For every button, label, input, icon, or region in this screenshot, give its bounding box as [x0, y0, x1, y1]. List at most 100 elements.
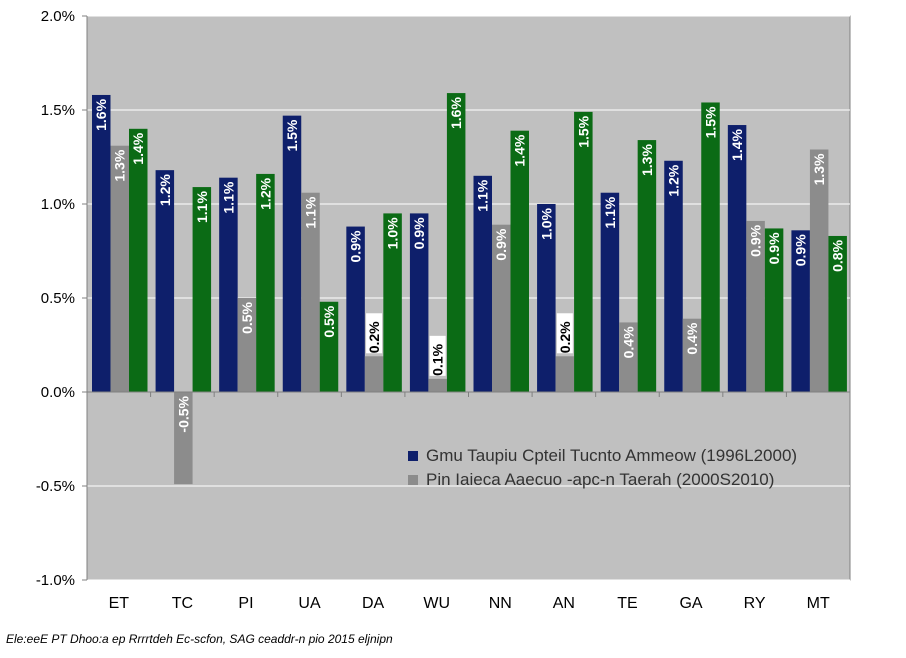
x-tick-label: RY	[744, 595, 766, 612]
bar-series-2	[364, 356, 384, 392]
data-label: 1.2%	[666, 164, 682, 196]
gridlines	[87, 15, 850, 581]
data-label: 0.9%	[348, 230, 364, 262]
legend-label-series-2: Pin Iaieca Aaecuo -apc-n Taerah (2000S20…	[426, 470, 775, 489]
bar-series-2	[492, 224, 511, 392]
bar-series-2	[237, 298, 257, 392]
data-label-group: 0.9%	[348, 230, 364, 262]
data-label-group: 1.4%	[729, 128, 745, 160]
bar-series-2	[809, 149, 829, 392]
data-label: 0.2%	[366, 321, 382, 353]
x-tick-label: TC	[172, 595, 193, 612]
bar-series-1	[219, 177, 238, 392]
y-tick-label: -1.0%	[36, 572, 75, 589]
bar-series-3	[129, 128, 148, 393]
data-label: 1.1%	[303, 196, 319, 228]
data-label: 1.0%	[538, 207, 554, 239]
bar-series-1	[282, 115, 302, 392]
data-label-group: 0.9%	[748, 224, 764, 256]
y-tick-label: 2.0%	[41, 8, 75, 25]
data-label: 0.4%	[620, 326, 636, 358]
data-label: 1.3%	[112, 149, 128, 181]
bar-series-3	[828, 235, 847, 392]
data-label-group: 0.8%	[830, 239, 846, 271]
data-label-group: 1.2%	[157, 174, 173, 206]
data-label-group: 1.5%	[703, 106, 719, 138]
data-label-group: 1.0%	[538, 207, 554, 239]
data-label-group: 1.5%	[575, 115, 591, 147]
data-label-group: 1.3%	[811, 153, 827, 185]
data-label-group: 1.3%	[112, 149, 128, 181]
bar-series-1	[473, 175, 492, 392]
bar-series-3	[574, 111, 593, 392]
bar-series-2	[746, 220, 765, 392]
bar-series-1	[155, 170, 175, 392]
data-label-group: 0.5%	[239, 301, 255, 333]
data-label: 0.1%	[430, 343, 446, 375]
bar-series-2	[619, 322, 638, 392]
data-label: -0.5%	[175, 395, 191, 432]
data-label-group: 1.4%	[130, 132, 146, 164]
bar-series-1	[791, 230, 810, 392]
data-label-group: 1.1%	[602, 196, 618, 228]
bar-series-3	[764, 228, 784, 392]
data-label: 1.3%	[811, 153, 827, 185]
legend-swatch-series-1	[408, 451, 418, 461]
data-label-group: 1.1%	[303, 196, 319, 228]
data-label: 0.2%	[557, 321, 573, 353]
data-label-group: 1.5%	[284, 119, 300, 151]
bars	[92, 93, 847, 485]
legend-swatch-series-2	[408, 475, 418, 485]
data-label-group: 1.3%	[639, 144, 655, 176]
data-label: 1.6%	[93, 98, 109, 130]
bar-series-3	[319, 301, 339, 392]
bar-series-3	[383, 213, 402, 392]
bar-series-2	[174, 392, 193, 485]
data-label: 0.9%	[766, 232, 782, 264]
data-label: 1.5%	[703, 106, 719, 138]
data-label-group: 0.9%	[766, 232, 782, 264]
data-label-group: 1.4%	[512, 134, 528, 166]
bar-series-1	[409, 213, 429, 392]
data-label-group: 0.1%	[429, 335, 446, 376]
data-label-background	[366, 313, 383, 354]
bar-series-3	[256, 173, 275, 392]
y-tick-label: 0.0%	[41, 384, 75, 401]
legend-item-series-1: Gmu Taupiu Cpteil Tucnto Ammeow (1996L20…	[408, 444, 828, 468]
bar-series-2	[428, 378, 447, 392]
data-label: 1.0%	[385, 217, 401, 249]
bar-series-3	[446, 93, 466, 392]
data-label: 1.6%	[448, 97, 464, 129]
y-tick-label: -0.5%	[36, 478, 75, 495]
bar-series-1	[664, 160, 683, 392]
data-label-group: 0.9%	[411, 217, 427, 249]
bar-series-1	[537, 204, 556, 392]
bar-series-3	[510, 130, 529, 392]
x-tick-label: NN	[489, 595, 512, 612]
data-label: 1.2%	[157, 174, 173, 206]
y-tick-label: 1.0%	[41, 196, 75, 213]
data-label-group: 1.6%	[448, 97, 464, 129]
data-label: 1.5%	[575, 115, 591, 147]
bar-series-2	[682, 318, 702, 392]
bar-series-1	[346, 226, 365, 392]
data-labels: 1.6%1.3%1.4%1.2%-0.5%1.1% 1.1%0.5%1.2%1.5…	[93, 97, 845, 433]
data-label-group: 0.9%	[793, 234, 809, 266]
data-label-group: 0.9%	[493, 228, 509, 260]
data-label: 1.5%	[284, 119, 300, 151]
source-note: Ele:eeE PT Dhoo:a ep Rrrrtdeh Ec-scfon, …	[6, 632, 393, 646]
data-label: 1.4%	[512, 134, 528, 166]
y-tick-label: 1.5%	[41, 102, 75, 119]
bar-series-2	[110, 145, 129, 392]
data-label: 0.9%	[411, 217, 427, 249]
x-axis: ET TC PI UA DA WU NN AN TE GA RY MT	[86, 392, 830, 612]
x-tick-label: TE	[617, 595, 637, 612]
data-label-group: 1.2%	[666, 164, 682, 196]
data-label: 1.1%	[220, 181, 236, 213]
data-label-group: 1.0%	[385, 217, 401, 249]
legend-item-series-2: Pin Iaieca Aaecuo -apc-n Taerah (2000S20…	[408, 468, 828, 492]
bar-series-3	[637, 140, 657, 392]
bar-series-3	[192, 187, 212, 392]
x-tick-label: PI	[238, 595, 253, 612]
